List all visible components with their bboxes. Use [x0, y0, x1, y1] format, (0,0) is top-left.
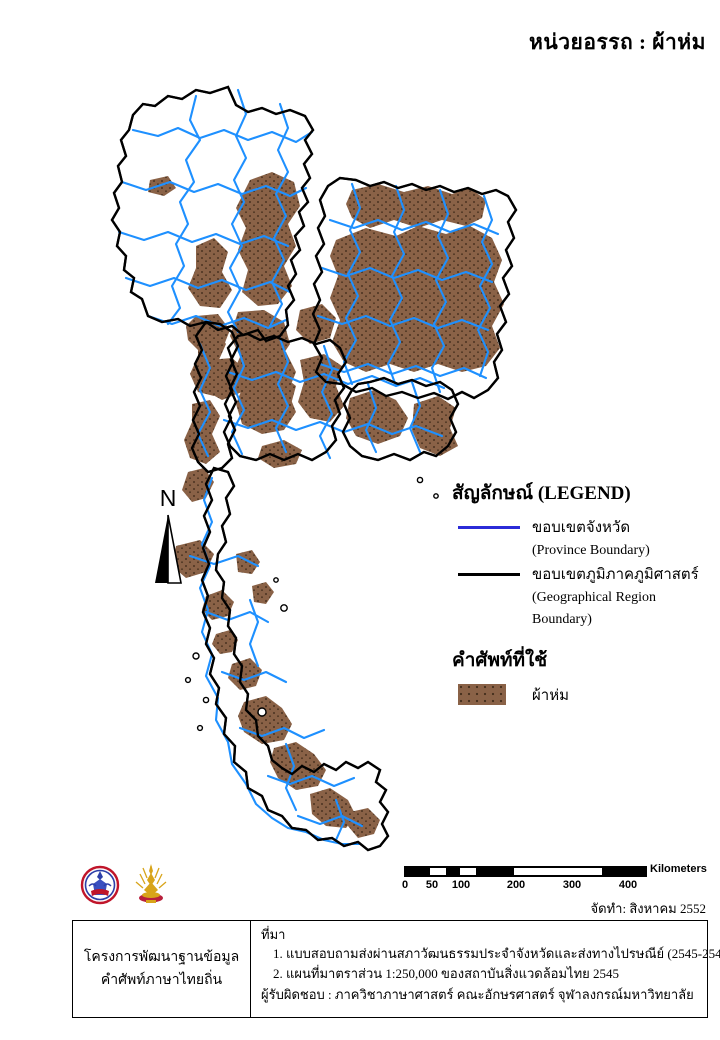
scale-bar-unit: Kilometers: [650, 863, 707, 875]
legend-key-term-swatch: [452, 684, 532, 706]
scale-bar: Kilometers 0 50 100 200 300 400: [401, 863, 707, 895]
footer-box: โครงการพัฒนาฐานข้อมูล คำศัพท์ภาษาไทยถิ่น…: [72, 920, 720, 1018]
legend-item-region-boundary: ขอบเขตภูมิภาคภูมิศาสตร์ (Geographical Re…: [452, 564, 714, 631]
project-line-1: โครงการพัฒนาฐานข้อมูล: [83, 949, 240, 965]
north-arrow: N: [140, 487, 196, 587]
map-canvas[interactable]: [0, 60, 720, 890]
north-arrow-label: N: [159, 485, 177, 511]
publish-date: จัดทำ: สิงหาคม 2552: [590, 901, 706, 916]
emblems: [80, 862, 168, 906]
page-title: หน่วยอรรถ : ผ้าห่ม: [529, 30, 706, 54]
legend-label-province-th: ขอบเขตจังหวัด: [532, 520, 631, 536]
project-line-2: คำศัพท์ภาษาไทยถิ่น: [100, 973, 223, 988]
scale-tick-50: 50: [425, 879, 439, 891]
scale-bar-labels: 0 50 100 200 300 400: [401, 879, 664, 895]
map-geometry: [110, 85, 518, 852]
scale-tick-100: 100: [451, 879, 471, 891]
scale-tick-300: 300: [562, 879, 582, 891]
legend-heading: สัญลักษณ์ (LEGEND): [452, 483, 631, 504]
legend-key-region-line: [452, 564, 532, 576]
legend-label-term: ผ้าห่ม: [532, 687, 569, 704]
scale-bar-graphic: Kilometers: [404, 863, 707, 877]
blanket-term-areas: [148, 172, 504, 838]
legend-terms-heading: คำศัพท์ที่ใช้: [452, 649, 548, 671]
scale-tick-0: 0: [401, 879, 409, 891]
chulalongkorn-emblem-icon: [135, 864, 167, 903]
legend-item-term-blanket: ผ้าห่ม: [452, 683, 714, 707]
legend-item-province-boundary: ขอบเขตจังหวัด (Province Boundary): [452, 517, 714, 562]
thailand-map[interactable]: [0, 60, 720, 890]
source-item-2: 2. แผนที่มาตราส่วน 1:250,000 ของสถาบันสิ…: [273, 966, 620, 982]
source-item-1: 1. แบบสอบถามส่งผ่านสภาวัฒนธรรมประจำจังหว…: [273, 945, 720, 961]
footer-source-cell: ที่มา 1. แบบสอบถามส่งผ่านสภาวัฒนธรรมประจ…: [251, 921, 720, 1017]
royal-emblem-icon: [80, 865, 120, 905]
legend-label-province-en: (Province Boundary): [532, 543, 650, 559]
legend-key-province-line: [452, 517, 532, 529]
responsible-party: ผู้รับผิดชอบ : ภาควิชาภาษาศาสตร์ คณะอักษ…: [261, 986, 694, 1002]
region-boundaries-overlay: [110, 85, 518, 852]
legend-label-region-en: (Geographical Region Boundary): [532, 590, 657, 627]
scale-tick-400: 400: [618, 879, 638, 891]
islands: [184, 476, 439, 732]
province-boundaries: [117, 88, 500, 846]
legend: สัญลักษณ์ (LEGEND) ขอบเขตจังหวัด (Provin…: [452, 478, 714, 707]
scale-tick-200: 200: [506, 879, 526, 891]
source-heading: ที่มา: [261, 927, 286, 942]
north-arrow-icon: [155, 514, 182, 584]
footer-project-cell: โครงการพัฒนาฐานข้อมูล คำศัพท์ภาษาไทยถิ่น: [73, 921, 251, 1017]
legend-label-region-th: ขอบเขตภูมิภาคภูมิศาสตร์: [532, 566, 699, 583]
